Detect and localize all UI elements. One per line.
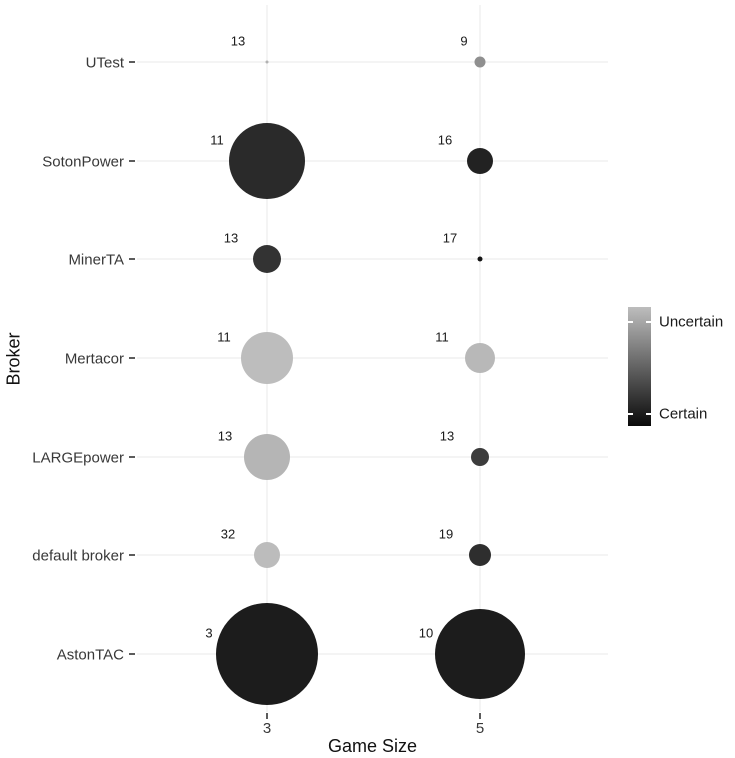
legend-tick: [628, 321, 633, 323]
bubble-value-label: 11: [217, 330, 231, 345]
bubble-value-label: 9: [460, 34, 467, 49]
bubble-astontac-size-5: [435, 609, 525, 699]
legend-gradient-bar: [628, 307, 651, 426]
bubble-value-label: 10: [419, 626, 433, 641]
legend-tick: [628, 413, 633, 415]
color-legend: Uncertain Certain: [628, 307, 723, 426]
bubble-default-broker-size-3: [254, 542, 280, 568]
bubble-sotonpower-size-5: [467, 148, 493, 174]
legend-label-uncertain: Uncertain: [659, 313, 724, 331]
bubble-value-label: 13: [224, 231, 238, 246]
bubble-value-label: 13: [440, 429, 454, 444]
bubble-sotonpower-size-3: [229, 123, 305, 199]
y-axis-label-sotonpower: SotonPower: [42, 153, 124, 170]
y-axis-label-astontac: AstonTAC: [57, 646, 124, 663]
bubble-minerta-size-3: [253, 245, 281, 273]
bubble-minerta-size-5: [477, 256, 483, 262]
bubble-default-broker-size-5: [469, 544, 491, 566]
legend-label-certain: Certain: [659, 405, 708, 423]
bubble-value-label: 32: [221, 527, 235, 542]
bubble-value-label: 11: [435, 330, 449, 345]
bubble-largepower-size-5: [471, 448, 489, 466]
x-axis-title: Game Size: [327, 736, 418, 756]
bubble-value-label: 3: [205, 626, 212, 641]
bubble-mertacor-size-3: [241, 332, 293, 384]
bubble-value-label: 17: [443, 231, 457, 246]
legend-tick: [646, 413, 651, 415]
bubble-value-label: 13: [218, 429, 232, 444]
bubble-largepower-size-3: [244, 434, 290, 480]
x-axis-label-3: 3: [263, 720, 271, 737]
y-axis-label-minerta: MinerTA: [68, 251, 124, 268]
legend-tick: [646, 321, 651, 323]
y-axis-title: Broker: [3, 332, 24, 386]
bubble-utest-size-5: [474, 56, 486, 68]
bubble-value-label: 13: [231, 34, 245, 49]
y-axis-label-largepower: LARGEpower: [32, 449, 124, 466]
bubble-mertacor-size-5: [465, 343, 495, 373]
y-axis-label-default-broker: default broker: [32, 547, 124, 564]
bubble-value-label: 19: [439, 527, 453, 542]
bubble-utest-size-3: [265, 60, 269, 64]
legend-gradient-fill: [628, 307, 651, 426]
bubble-value-label: 11: [210, 133, 224, 148]
y-axis-label-utest: UTest: [86, 54, 125, 71]
bubble-value-label: 16: [438, 133, 452, 148]
bubble-astontac-size-3: [216, 603, 318, 705]
x-axis-label-5: 5: [476, 720, 484, 737]
y-axis-label-mertacor: Mertacor: [65, 350, 124, 367]
